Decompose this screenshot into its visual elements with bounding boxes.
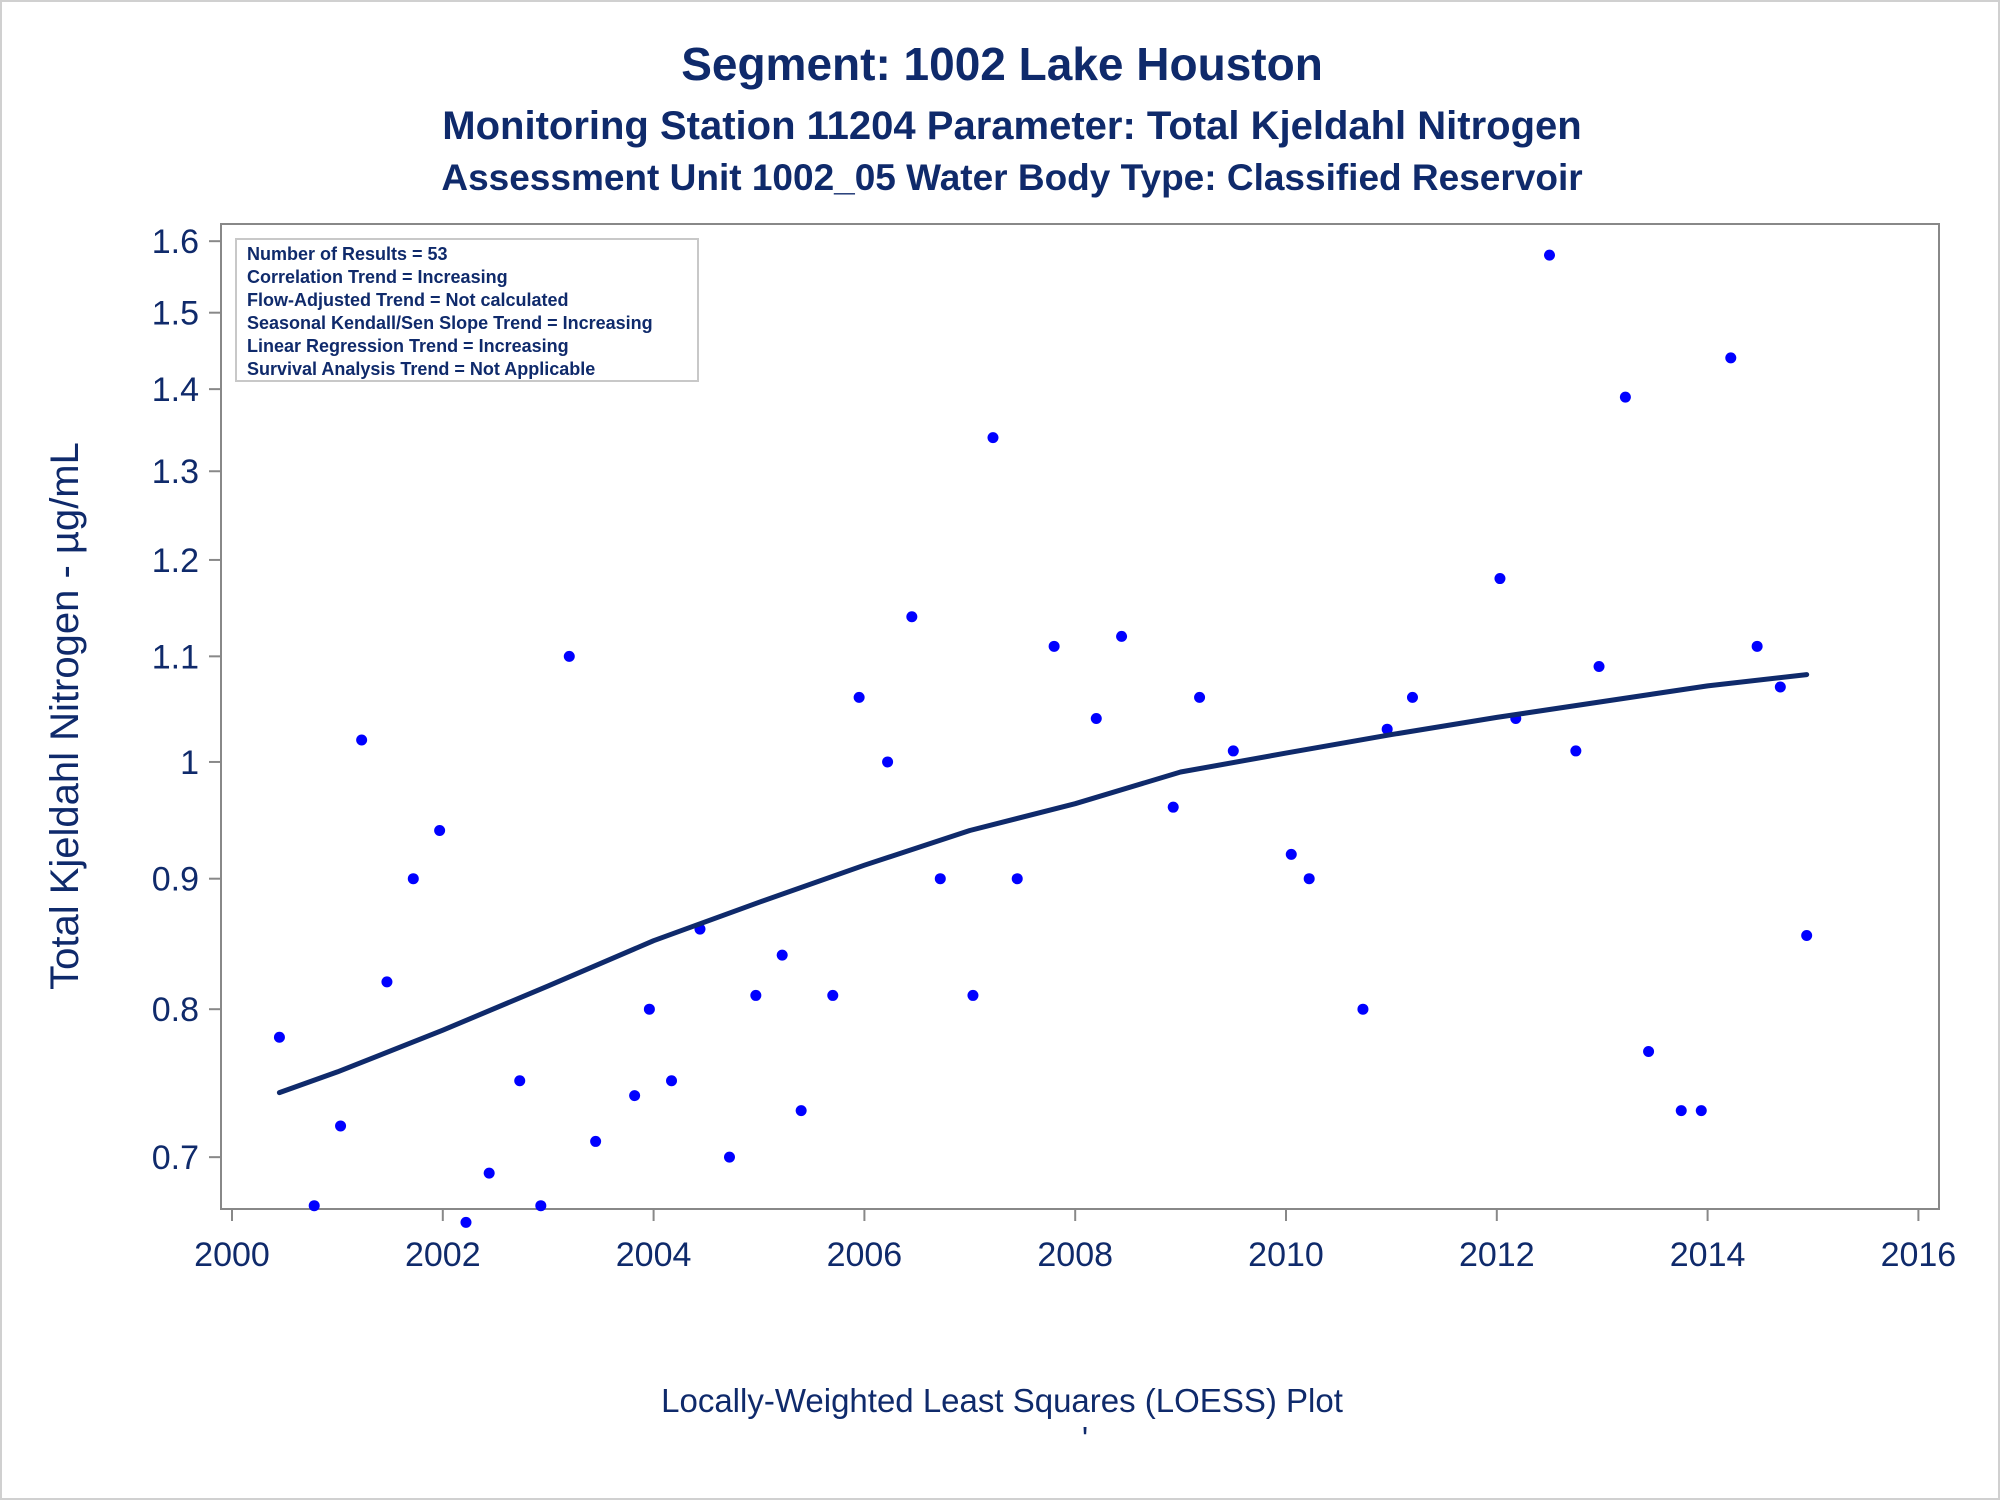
data-point xyxy=(666,1075,678,1087)
x-tick-label: 2014 xyxy=(1670,1236,1746,1274)
data-point xyxy=(1381,723,1393,735)
y-tick-label: 1.1 xyxy=(152,638,199,676)
plot-method-note: Locally-Weighted Least Squares (LOESS) P… xyxy=(661,1382,1343,1419)
data-point xyxy=(987,432,999,444)
data-point xyxy=(273,1031,285,1043)
data-point xyxy=(1494,573,1506,585)
data-point xyxy=(590,1135,602,1147)
data-point xyxy=(750,989,762,1001)
data-point xyxy=(827,989,839,1001)
y-tick-label: 1.5 xyxy=(152,295,199,333)
y-tick-label: 1.3 xyxy=(152,453,199,491)
data-point xyxy=(1227,745,1239,757)
data-point xyxy=(1357,1003,1369,1015)
data-point xyxy=(795,1105,807,1117)
chart-subtitle-assessment: Assessment Unit 1002_05 Water Body Type:… xyxy=(441,157,1582,198)
x-tick-label: 2002 xyxy=(405,1236,481,1274)
chart-subtitle-station: Monitoring Station 11204 Parameter: Tota… xyxy=(442,104,1581,148)
data-point xyxy=(1593,660,1605,672)
data-point xyxy=(563,650,575,662)
data-point xyxy=(1090,712,1102,724)
x-tick-label: 2000 xyxy=(194,1236,270,1274)
stat-correlation-trend: Correlation Trend = Increasing xyxy=(247,267,508,287)
y-tick-label: 0.8 xyxy=(152,991,199,1029)
data-point xyxy=(1725,352,1737,364)
y-tick-label: 0.9 xyxy=(152,861,199,899)
stat-flow-adjusted-trend: Flow-Adjusted Trend = Not calculated xyxy=(247,290,569,310)
x-tick-label: 2004 xyxy=(616,1236,692,1274)
data-point xyxy=(1011,873,1023,885)
data-point xyxy=(1643,1046,1655,1058)
data-point xyxy=(967,989,979,1001)
data-point xyxy=(535,1200,547,1212)
stat-number-of-results: Number of Results = 53 xyxy=(247,244,448,264)
data-point xyxy=(1751,640,1763,652)
data-point xyxy=(381,976,393,988)
y-tick-label: 0.7 xyxy=(152,1139,199,1177)
y-axis: 0.7 0.8 0.9 1 1.1 1.2 1.3 1.4 1.5 1.6 xyxy=(152,223,221,1177)
x-tick-label: 2016 xyxy=(1881,1236,1957,1274)
footer-mark: ' xyxy=(1082,1420,1088,1457)
data-point xyxy=(776,949,788,961)
x-tick-label: 2010 xyxy=(1248,1236,1324,1274)
data-point xyxy=(335,1120,347,1132)
data-point xyxy=(1695,1105,1707,1117)
data-point xyxy=(407,873,419,885)
data-point xyxy=(1570,745,1582,757)
y-tick-label: 1.4 xyxy=(152,371,199,409)
stat-seasonal-kendall-trend: Seasonal Kendall/Sen Slope Trend = Incre… xyxy=(247,313,653,333)
data-point xyxy=(356,734,368,746)
data-point xyxy=(643,1003,655,1015)
chart-title: Segment: 1002 Lake Houston xyxy=(681,38,1323,90)
data-point xyxy=(434,825,446,837)
data-point xyxy=(1801,930,1813,942)
data-point xyxy=(308,1200,320,1212)
stat-linear-regression-trend: Linear Regression Trend = Increasing xyxy=(247,336,569,356)
stats-box xyxy=(235,238,699,382)
data-point xyxy=(1048,640,1060,652)
data-point xyxy=(723,1151,735,1163)
stat-survival-analysis-trend: Survival Analysis Trend = Not Applicable xyxy=(247,359,595,379)
data-point xyxy=(934,873,946,885)
x-axis: 2000 2002 2004 2006 2008 2010 2012 2014 2016 xyxy=(194,1209,1956,1274)
y-tick-label: 1 xyxy=(180,744,199,782)
data-point xyxy=(1285,848,1297,860)
data-point xyxy=(483,1167,495,1179)
data-point xyxy=(1406,691,1418,703)
y-axis-label: Total Kjeldahl Nitrogen - µg/mL xyxy=(43,442,87,990)
plot-area xyxy=(220,223,1940,1210)
data-point xyxy=(1544,249,1555,261)
data-point xyxy=(1774,681,1786,693)
y-tick-label: 1.2 xyxy=(152,542,199,580)
data-point xyxy=(1167,801,1179,813)
data-points xyxy=(273,249,1813,1228)
data-point xyxy=(1116,630,1128,642)
data-point xyxy=(629,1090,641,1102)
x-tick-label: 2008 xyxy=(1037,1236,1113,1274)
data-point xyxy=(514,1075,526,1087)
data-point xyxy=(853,691,865,703)
y-tick-label: 1.6 xyxy=(152,223,199,261)
data-point xyxy=(1194,691,1206,703)
data-point xyxy=(882,756,894,768)
data-point xyxy=(1303,873,1315,885)
loess-line xyxy=(276,672,1810,1096)
data-point xyxy=(1675,1105,1687,1117)
data-point xyxy=(460,1216,472,1228)
loess-curve xyxy=(276,672,1810,1096)
x-tick-label: 2006 xyxy=(827,1236,903,1274)
data-point xyxy=(906,611,918,623)
x-tick-label: 2012 xyxy=(1459,1236,1535,1274)
data-point xyxy=(1619,391,1631,403)
